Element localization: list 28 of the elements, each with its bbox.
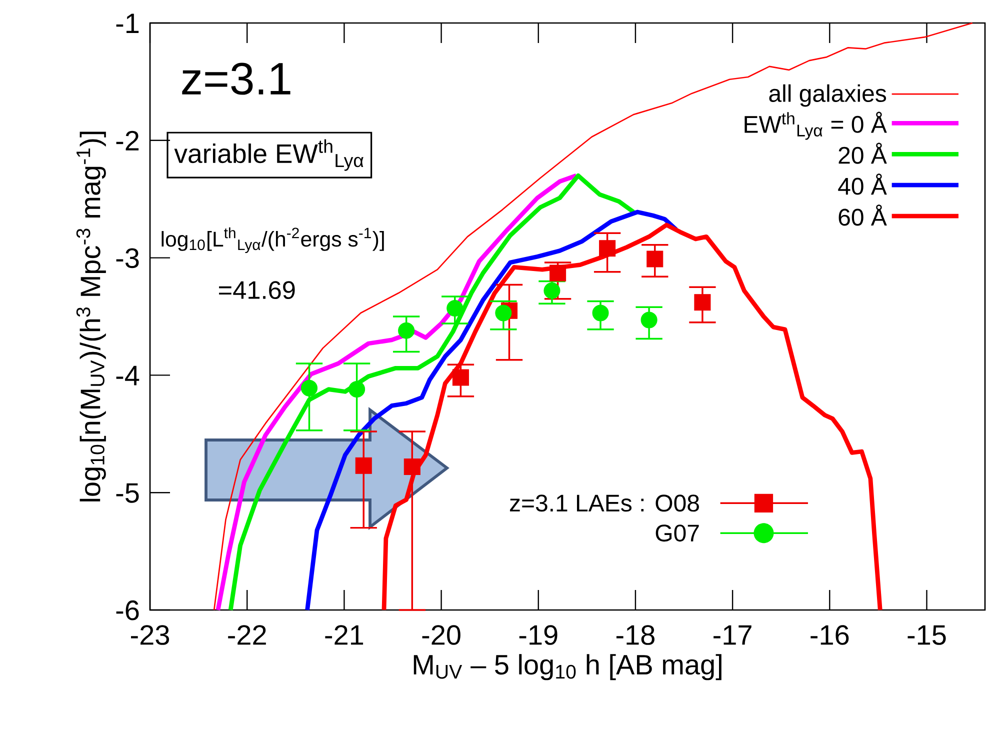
x-tick-label: -21	[325, 625, 364, 645]
text: log$_{10}$[n(M$_{UV}$)/(h$^{3}$ Mpc$^{-3}$ mag$^{-1}$)]	[76, 132, 106, 502]
x-axis-title: M$_{UV}$ – 5 log$_{10}$ h [AB mag]	[414, 654, 722, 680]
legend-label: z=3.1 LAEs : O08	[510, 494, 699, 512]
legend-label: G07	[656, 524, 699, 542]
x-tick-label: -16	[810, 625, 849, 645]
y-tick-label: -3	[116, 248, 139, 268]
x-tick-label: -15	[908, 625, 946, 645]
annotation: z=3.1	[182, 62, 290, 95]
x-tick-label: -18	[616, 625, 654, 645]
legend-label: 40 Å	[838, 174, 887, 195]
y-tick-label: -6	[116, 600, 139, 620]
x-tick-label: -23	[131, 625, 170, 645]
x-tick-label: -22	[228, 625, 266, 645]
y-tick-label: -2	[116, 130, 139, 150]
x-tick-label: -20	[422, 625, 460, 645]
text: log$_{10}$[L$^{th}$$_{Lyα}$/(h$^{-2}$ergs s$^{-1}$)]	[162, 227, 384, 254]
annotation: =41.69	[219, 281, 295, 300]
y-tick-label: -1	[116, 14, 139, 33]
x-tick-label: -17	[714, 625, 752, 645]
legend-label: 20 Å	[838, 142, 887, 164]
y-tick-label: -5	[116, 483, 139, 503]
legend-label: EW$^{th}$$_{Lyα}$ = 0 Å	[744, 112, 887, 140]
legend-label: all galaxies	[769, 84, 886, 107]
annotation: variable EW$^{th}$Lyα	[174, 139, 364, 171]
x-tick-label: -19	[519, 625, 558, 645]
y-tick-label: -4	[116, 366, 140, 386]
legend-label: 60 Å	[838, 204, 887, 226]
